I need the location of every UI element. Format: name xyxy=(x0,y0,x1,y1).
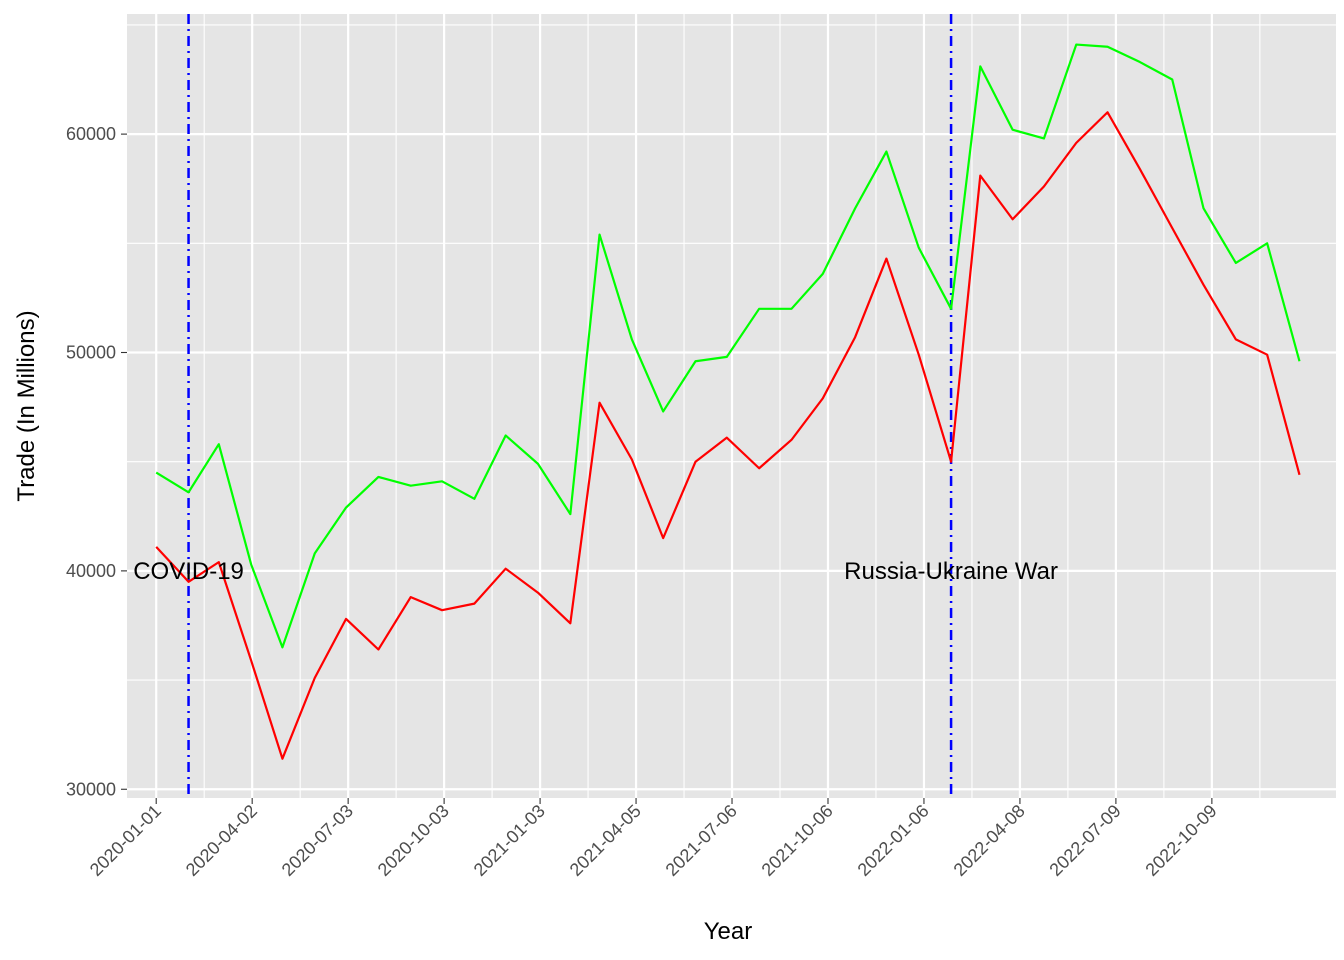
y-axis: 30000 40000 50000 60000 xyxy=(66,124,127,799)
x-tick-label: 2022-04-08 xyxy=(950,801,1029,880)
x-tick-label: 2022-01-06 xyxy=(854,801,933,880)
x-tick-label: 2022-10-09 xyxy=(1141,801,1220,880)
event-lines xyxy=(187,14,953,798)
y-axis-title: Trade (In Millions) xyxy=(13,310,40,501)
series-lines xyxy=(155,43,1301,760)
x-tick-label: 2020-07-03 xyxy=(278,801,357,880)
x-tick-label: 2022-07-09 xyxy=(1045,801,1124,880)
y-tick-label: 60000 xyxy=(66,124,116,144)
y-tick-label: 50000 xyxy=(66,342,116,362)
x-axis-title: Year xyxy=(704,918,753,945)
x-tick-label: 2021-07-06 xyxy=(662,801,741,880)
event-annotation: COVID-19 xyxy=(133,558,244,585)
y-tick-label: 30000 xyxy=(66,779,116,799)
x-tick-label: 2021-04-05 xyxy=(566,801,645,880)
series-line xyxy=(155,43,1301,649)
x-tick-label: 2021-01-03 xyxy=(470,801,549,880)
x-tick-label: 2021-10-06 xyxy=(758,801,837,880)
x-tick-label: 2020-01-01 xyxy=(86,801,165,880)
x-tick-label: 2020-04-02 xyxy=(182,801,261,880)
x-axis: 2020-01-01 2020-04-02 2020-07-03 2020-10-03… xyxy=(86,798,1221,880)
x-tick-label: 2020-10-03 xyxy=(374,801,453,880)
y-tick-label: 40000 xyxy=(66,561,116,581)
series-line xyxy=(155,111,1301,760)
event-annotation: Russia-Ukraine War xyxy=(844,558,1058,585)
major-gridlines xyxy=(127,14,1336,798)
event-annotations: COVID-19 Russia-Ukraine War xyxy=(133,558,1058,585)
